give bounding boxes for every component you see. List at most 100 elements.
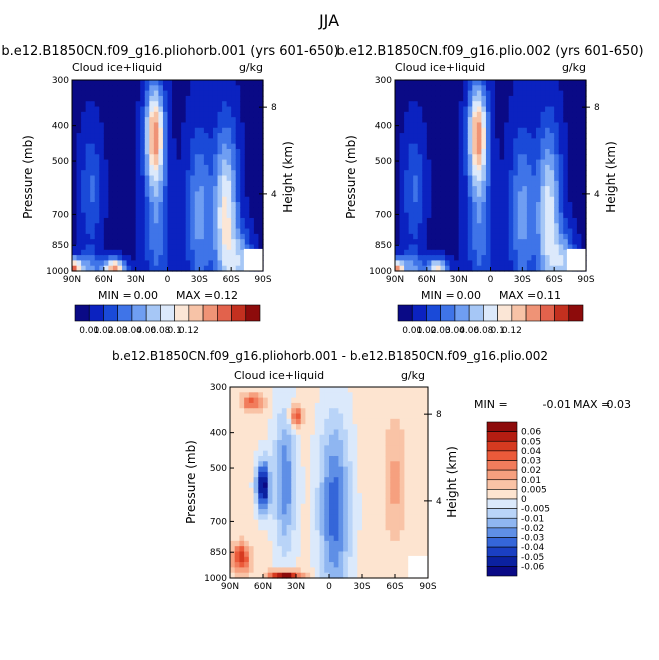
contour-cell xyxy=(431,180,437,187)
contour-cell xyxy=(399,175,405,182)
contour-cell xyxy=(94,265,100,272)
contour-cell xyxy=(291,424,297,431)
contour-cell xyxy=(504,133,510,139)
contour-cell xyxy=(549,233,555,240)
colorbar-label: 0.04 xyxy=(445,326,465,336)
contour-cell xyxy=(463,255,469,261)
contour-cell xyxy=(267,387,274,393)
contour-cell xyxy=(324,567,330,574)
contour-cell xyxy=(490,217,496,224)
contour-cell xyxy=(263,387,269,393)
contour-cell xyxy=(526,122,533,129)
contour-cell xyxy=(463,212,469,219)
contour-cell xyxy=(476,233,483,240)
contour-cell xyxy=(333,466,340,473)
contour-cell xyxy=(94,249,100,256)
contour-cell xyxy=(244,567,250,574)
contour-cell xyxy=(329,487,335,494)
contour-cell xyxy=(153,175,160,182)
contour-cell xyxy=(258,572,264,579)
contour-cell xyxy=(126,207,132,214)
contour-cell xyxy=(431,223,437,230)
contour-cell xyxy=(72,217,78,224)
contour-cell xyxy=(431,202,437,208)
contour-cell xyxy=(476,159,483,166)
contour-cell xyxy=(352,503,358,510)
contour-cell xyxy=(167,122,173,129)
contour-cell xyxy=(291,487,297,494)
y-tick-label: 400 xyxy=(210,429,227,439)
contour-cell xyxy=(549,111,555,118)
contour-cell xyxy=(99,90,105,97)
contour-cell xyxy=(576,233,583,240)
contour-cell xyxy=(472,117,478,124)
contour-cell xyxy=(235,111,241,118)
contour-cell xyxy=(281,487,288,494)
contour-cell xyxy=(258,524,264,531)
contour-cell xyxy=(103,143,109,150)
contour-cell xyxy=(563,111,569,118)
contour-cell xyxy=(126,143,132,150)
contour-cell xyxy=(244,90,250,97)
contour-cell xyxy=(404,524,410,531)
contour-cell xyxy=(176,127,182,134)
contour-cell xyxy=(485,143,492,150)
contour-cell xyxy=(286,540,292,547)
contour-cell xyxy=(581,164,587,171)
contour-cell xyxy=(248,487,255,494)
contour-cell xyxy=(291,434,297,441)
contour-cell xyxy=(319,493,325,500)
contour-cell xyxy=(234,503,241,510)
contour-cell xyxy=(513,207,519,214)
contour-cell xyxy=(513,186,519,193)
contour-cell xyxy=(417,143,423,150)
contour-cell xyxy=(454,180,460,187)
contour-cell xyxy=(531,159,537,166)
contour-cell xyxy=(314,572,321,579)
contour-cell xyxy=(226,265,232,272)
contour-cell xyxy=(440,138,446,145)
contour-cell xyxy=(366,551,373,558)
contour-cell xyxy=(281,562,288,568)
contour-cell xyxy=(117,117,123,124)
contour-cell xyxy=(253,170,260,177)
contour-cell xyxy=(314,418,321,425)
missing-data-mask xyxy=(408,555,428,578)
contour-cell xyxy=(76,80,82,86)
contour-cell xyxy=(343,392,349,399)
contour-cell xyxy=(567,143,573,150)
contour-cell xyxy=(286,503,292,510)
contour-cell xyxy=(540,207,546,214)
contour-cell xyxy=(103,249,109,256)
contour-cell xyxy=(558,228,564,235)
contour-cell xyxy=(395,239,401,246)
contour-cell xyxy=(347,482,354,489)
contour-cell xyxy=(540,223,546,230)
contour-cell xyxy=(144,159,150,166)
contour-cell xyxy=(122,180,128,187)
contour-cell xyxy=(324,466,330,473)
contour-cell xyxy=(535,196,542,203)
contour-cell xyxy=(413,461,420,468)
contour-cell xyxy=(526,265,533,272)
contour-cell xyxy=(531,138,537,145)
contour-cell xyxy=(454,133,460,139)
contour-cell xyxy=(409,392,415,399)
contour-cell xyxy=(140,249,146,256)
contour-cell xyxy=(549,260,555,267)
contour-cell xyxy=(314,519,321,526)
contour-cell xyxy=(413,255,419,261)
contour-cell xyxy=(476,217,483,224)
contour-cell xyxy=(158,233,164,240)
contour-cell xyxy=(499,122,505,129)
contour-cell xyxy=(476,127,483,134)
contour-cell xyxy=(357,397,363,404)
contour-cell xyxy=(131,249,137,256)
contour-cell xyxy=(272,509,278,515)
contour-cell xyxy=(508,154,514,161)
contour-cell xyxy=(522,223,528,230)
contour-cell xyxy=(291,540,297,547)
contour-cell xyxy=(212,133,219,139)
contour-cell xyxy=(231,228,237,235)
contour-cell xyxy=(99,223,105,230)
